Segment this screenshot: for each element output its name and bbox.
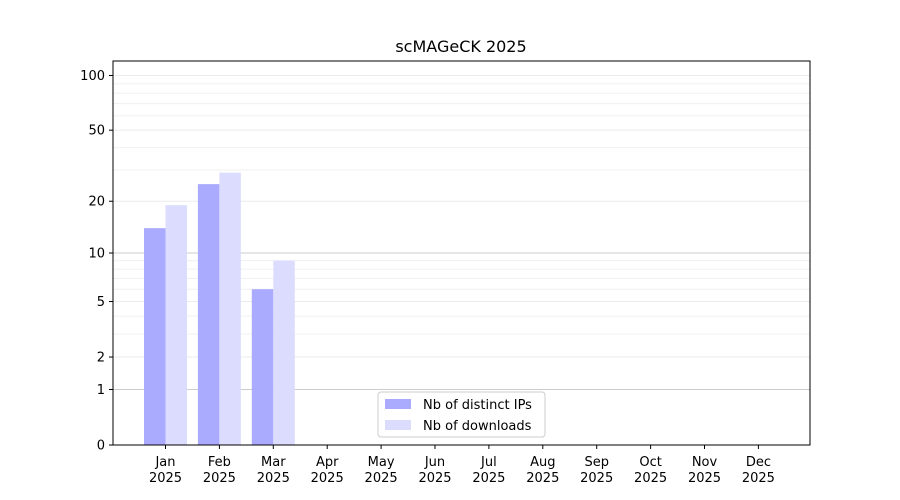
x-tick-label-line: Jun — [424, 455, 445, 470]
x-tick-label-line: 2025 — [418, 471, 451, 486]
x-tick-label-line: 2025 — [688, 471, 721, 486]
x-tick-label: Feb 2025 — [203, 455, 236, 486]
legend-label: Nb of distinct IPs — [423, 398, 532, 413]
bar-distinct-ips — [251, 289, 274, 445]
bar-downloads — [165, 205, 187, 445]
bar-distinct-ips — [144, 228, 166, 445]
x-tick-label-line: Feb — [208, 455, 231, 470]
x-tick-label-line: Oct — [639, 455, 661, 470]
y-tick-label: 1 — [97, 383, 105, 398]
x-tick-label-line: Nov — [692, 455, 718, 470]
x-tick-label-line: Dec — [746, 455, 771, 470]
x-tick-label-line: 2025 — [311, 471, 344, 486]
x-tick-label-line: Apr — [316, 455, 339, 470]
y-tick-label: 5 — [97, 295, 105, 310]
x-tick-label-line: Jul — [480, 455, 497, 470]
y-tick-label: 0 — [97, 439, 105, 454]
x-tick-label: Aug 2025 — [526, 455, 559, 486]
x-tick-label-line: 2025 — [472, 471, 505, 486]
x-tick-label: May 2025 — [365, 455, 398, 486]
x-tick-label: Sep 2025 — [580, 455, 613, 486]
y-tick-label: 2 — [97, 351, 105, 366]
bar-distinct-ips — [197, 184, 220, 446]
x-tick-label-line: 2025 — [580, 471, 613, 486]
x-tick-label-line: 2025 — [365, 471, 398, 486]
x-tick-label-line: Mar — [261, 455, 286, 470]
legend-swatch — [385, 399, 411, 409]
y-tick-label: 10 — [88, 247, 105, 262]
legend-swatch — [385, 420, 411, 430]
bars — [144, 172, 295, 446]
x-tick-label-line: 2025 — [634, 471, 667, 486]
legend-label: Nb of downloads — [423, 419, 532, 434]
bar-downloads — [273, 260, 295, 445]
x-tick-label-line: Sep — [584, 455, 609, 470]
x-tick-label-line: Aug — [530, 455, 555, 470]
x-tick-label: Nov 2025 — [688, 455, 721, 486]
x-tick-label-line: 2025 — [526, 471, 559, 486]
x-tick-label-line: 2025 — [257, 471, 290, 486]
x-tick-label: Apr 2025 — [311, 455, 344, 486]
legend-box — [377, 391, 546, 438]
x-tick-label-line: 2025 — [203, 471, 236, 486]
x-tick-label: Oct 2025 — [634, 455, 667, 486]
x-tick-label: Mar 2025 — [257, 455, 290, 486]
legend: Nb of distinct IPs Nb of downloads — [377, 391, 546, 438]
y-tick-label: 20 — [88, 195, 105, 210]
x-tick-label: Jul 2025 — [472, 455, 505, 486]
x-tick-label-line: Jan — [154, 455, 175, 470]
x-tick-label: Jun 2025 — [418, 455, 451, 486]
chart-title: scMAGeCK 2025 — [395, 37, 526, 56]
x-tick-label: Jan 2025 — [149, 455, 182, 486]
y-tick-label: 100 — [80, 69, 105, 84]
x-tick-label-line: May — [368, 455, 395, 470]
x-tick-label-line: 2025 — [149, 471, 182, 486]
y-axis: 0 1 2 5 10 20 50 100 — [80, 69, 113, 454]
x-tick-label-line: 2025 — [742, 471, 775, 486]
bar-downloads — [219, 172, 241, 445]
y-tick-label: 50 — [88, 124, 105, 139]
x-tick-label: Dec 2025 — [742, 455, 775, 486]
